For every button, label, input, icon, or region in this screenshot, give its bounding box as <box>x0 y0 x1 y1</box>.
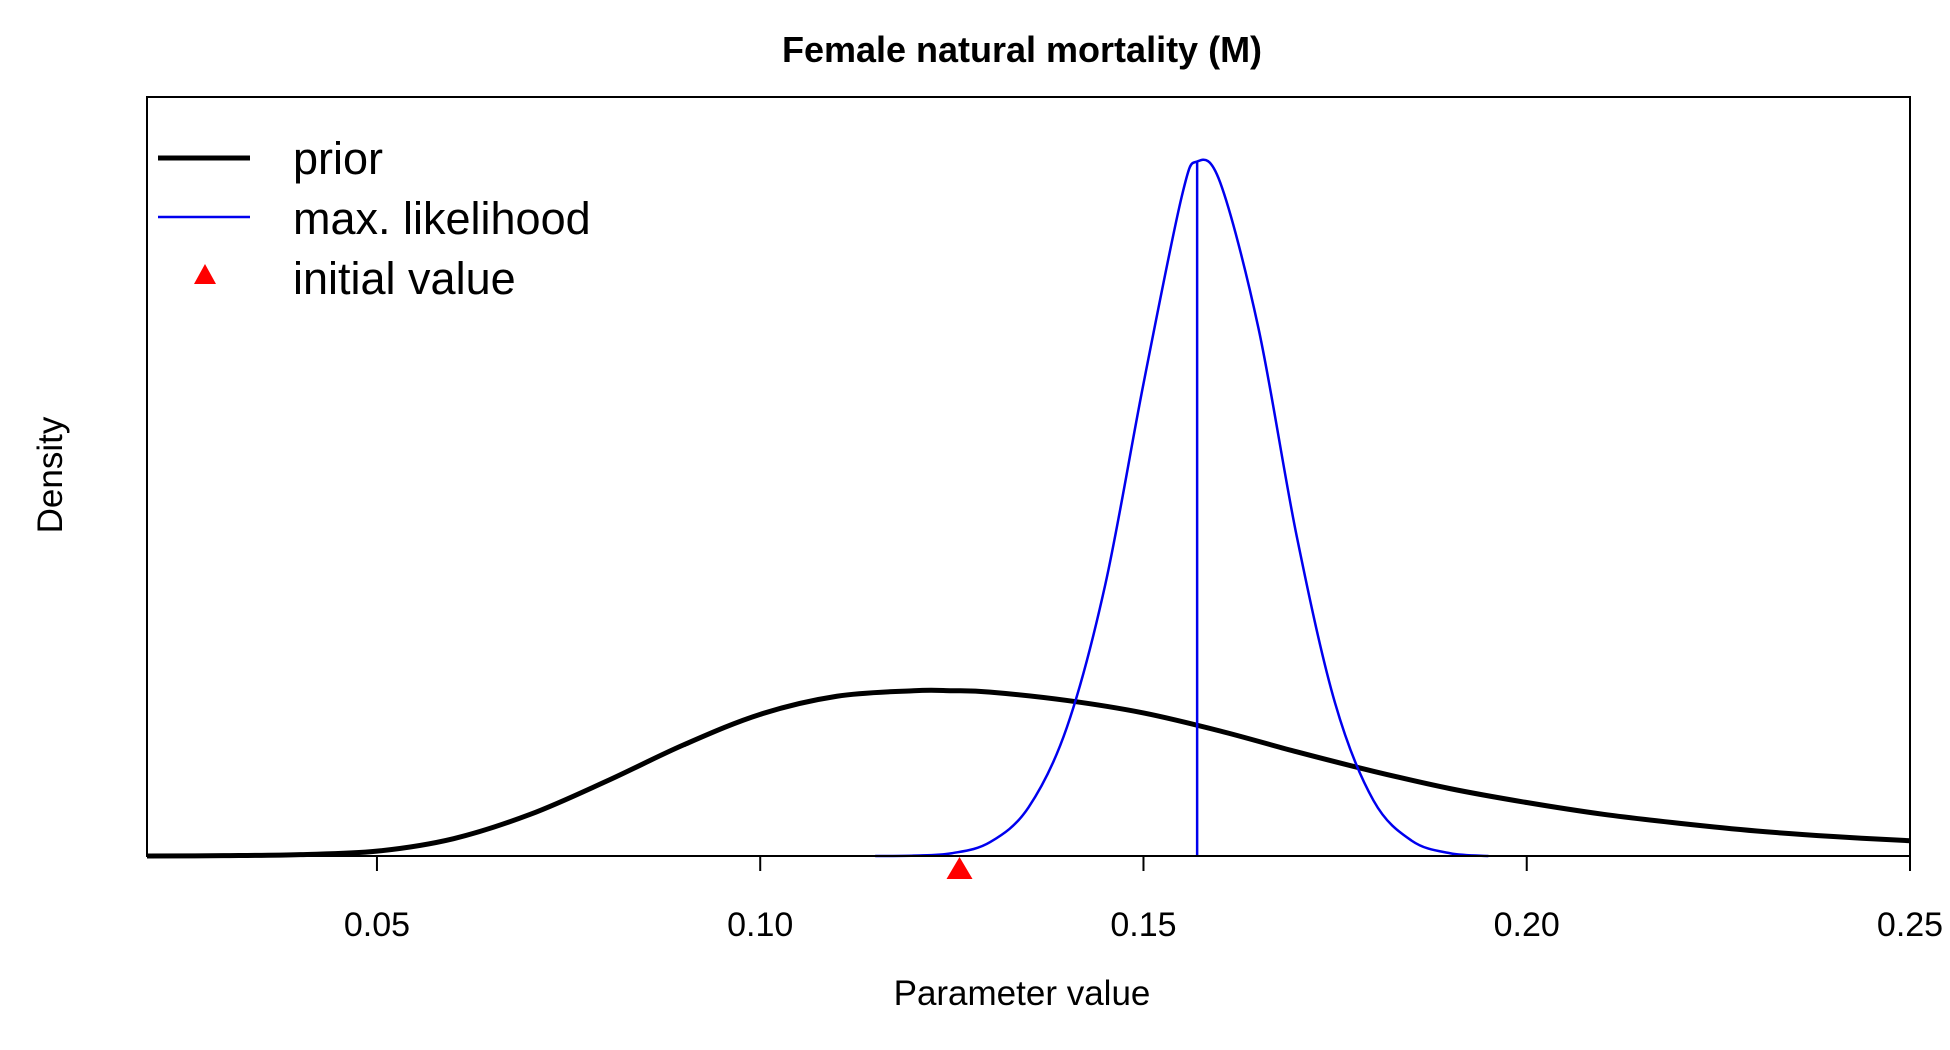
chart-title: Female natural mortality (M) <box>782 29 1262 70</box>
legend: prior max. likelihood initial value <box>158 133 591 304</box>
max-likelihood-density-line <box>875 158 1489 858</box>
legend-swatch-initial-value-triangle-icon <box>194 264 216 284</box>
legend-label-prior: prior <box>293 133 383 184</box>
x-axis-label: Parameter value <box>894 974 1151 1013</box>
legend-label-initial-value: initial value <box>293 253 516 304</box>
x-tick-label: 0.10 <box>727 906 793 944</box>
y-axis-label: Density <box>31 416 70 533</box>
x-tick-label: 0.05 <box>344 906 410 944</box>
x-tick-label: 0.15 <box>1110 906 1176 944</box>
legend-label-max-likelihood: max. likelihood <box>293 193 591 244</box>
plot-frame <box>146 96 1911 857</box>
initial-value-marker <box>946 857 973 879</box>
x-tick-label: 0.20 <box>1494 906 1560 944</box>
plot-area <box>146 158 1911 879</box>
x-axis: 0.05 0.10 0.15 0.20 0.25 <box>147 855 1943 944</box>
x-tick-label: 0.25 <box>1877 906 1943 944</box>
prior-density-line <box>146 687 1911 859</box>
